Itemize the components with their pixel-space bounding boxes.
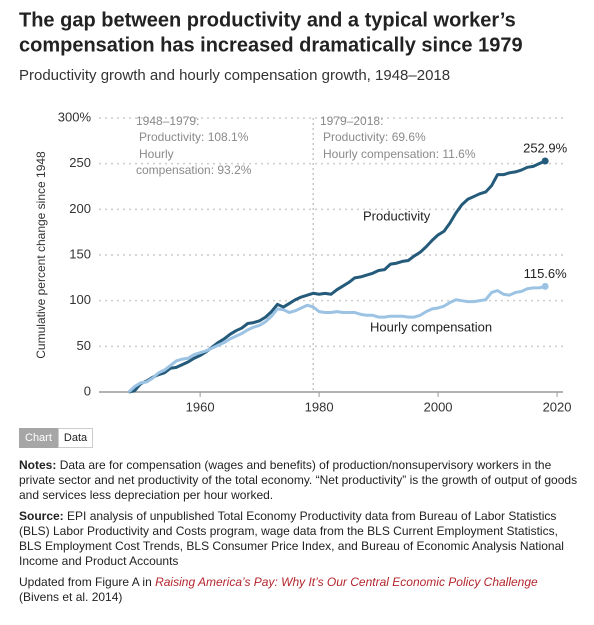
source-text: Source: EPI analysis of unpublished Tota… xyxy=(19,509,579,569)
chart-title: The gap between productivity and a typic… xyxy=(19,9,516,31)
notes-label: Notes: xyxy=(19,458,57,472)
source-label: Source: xyxy=(19,509,64,523)
data-label: 252.9% xyxy=(523,140,568,155)
updated-before: Updated from Figure A in xyxy=(19,575,152,589)
y-tick-label: 50 xyxy=(77,338,91,353)
series-line xyxy=(127,284,546,394)
end-point xyxy=(541,282,549,290)
view-toggle: Chart Data xyxy=(19,428,94,448)
notes-text: Notes: Data are for compensation (wages … xyxy=(19,458,579,503)
annotation: Productivity: 69.6% xyxy=(323,130,426,144)
y-tick-label: 0 xyxy=(84,383,91,398)
x-tick-label: 2000 xyxy=(424,399,453,414)
chart-tab[interactable]: Chart xyxy=(19,428,58,448)
chart-subtitle: Productivity growth and hourly compensat… xyxy=(19,67,450,84)
source-body: EPI analysis of unpublished Total Econom… xyxy=(19,509,564,568)
y-axis-label: Cumulative percent change since 1948 xyxy=(34,151,48,359)
end-point xyxy=(541,157,549,165)
y-tick-label: 300% xyxy=(58,109,92,124)
y-tick-label: 250 xyxy=(69,155,91,170)
data-tab[interactable]: Data xyxy=(57,428,94,448)
x-tick-label: 1960 xyxy=(186,399,215,414)
x-tick-label: 2020 xyxy=(543,399,572,414)
updated-after: (Bivens et al. 2014) xyxy=(19,590,123,604)
report-link[interactable]: Raising America’s Pay: Why It’s Our Cent… xyxy=(155,575,538,589)
y-tick-label: 200 xyxy=(69,201,91,216)
annotation: 1979–2018: xyxy=(320,114,383,128)
annotation: 1948–1979: xyxy=(136,114,199,128)
series-line xyxy=(128,159,546,394)
notes-body: Data are for compensation (wages and ben… xyxy=(19,458,578,502)
annotation: Productivity: 108.1% xyxy=(139,130,249,144)
x-tick-label: 1980 xyxy=(305,399,334,414)
updated-text: Updated from Figure A in Raising America… xyxy=(19,575,579,605)
y-tick-label: 150 xyxy=(69,246,91,261)
annotation: Hourly compensation: 11.6% xyxy=(323,147,476,161)
series-label: Hourly compensation xyxy=(370,319,492,334)
annotation: compensation: 93.2% xyxy=(136,163,252,177)
chart: The gap between productivity and a typic… xyxy=(19,9,572,414)
chart-title: compensation has increased dramatically … xyxy=(19,34,523,56)
y-tick-label: 100 xyxy=(69,292,91,307)
annotation: Hourly xyxy=(139,147,174,161)
series-label: Productivity xyxy=(363,208,431,223)
notes: Notes: Data are for compensation (wages … xyxy=(19,458,579,611)
data-label: 115.6% xyxy=(524,266,568,281)
